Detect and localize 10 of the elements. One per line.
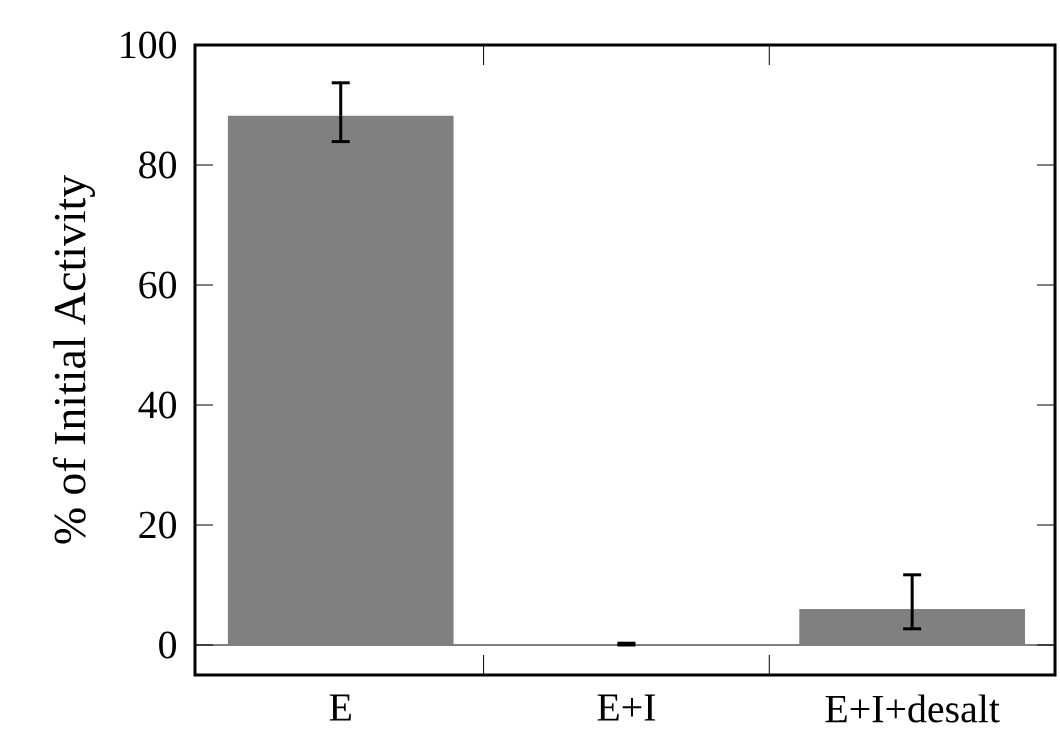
y-tick-label: 20	[139, 511, 176, 539]
x-tick-label: E+I	[597, 694, 656, 721]
y-tick-label: 0	[159, 631, 176, 659]
y-tick-label: 80	[139, 151, 176, 179]
y-axis-title: % of Initial Activity	[52, 174, 95, 544]
y-tick-label: 60	[139, 271, 176, 299]
y-tick-label: 100	[121, 31, 176, 59]
x-tick-label: E	[329, 694, 351, 721]
y-tick-label: 40	[138, 391, 176, 419]
x-tick-label: E+I+desalt	[825, 694, 1000, 723]
